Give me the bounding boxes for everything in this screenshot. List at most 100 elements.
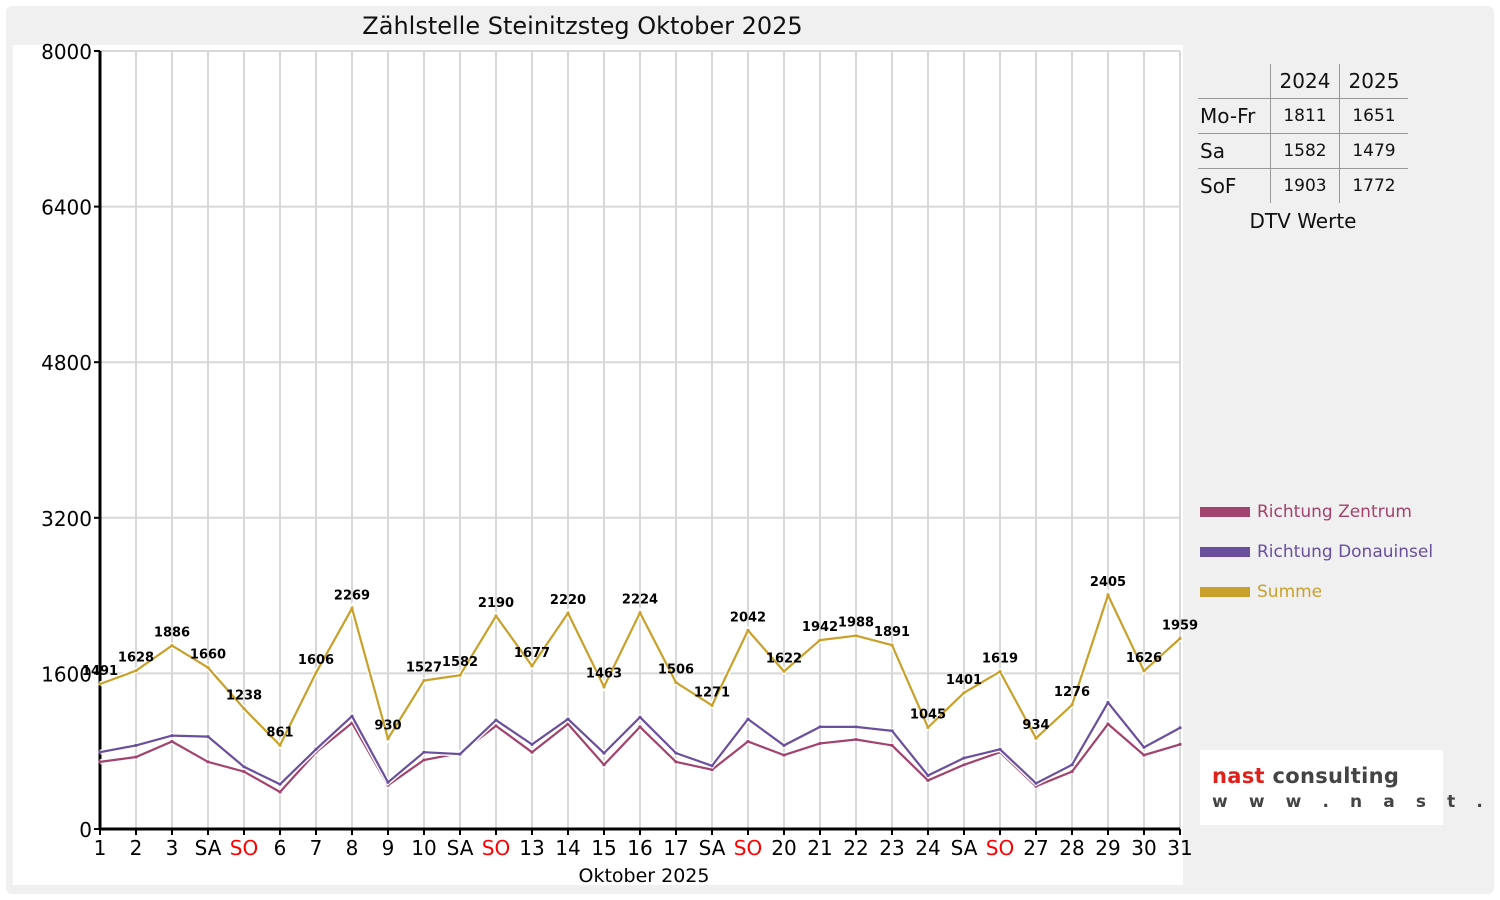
data-point <box>206 735 210 739</box>
data-point <box>926 773 930 778</box>
data-label: 1271 <box>694 685 730 700</box>
data-label: 1886 <box>154 626 190 641</box>
data-point <box>1106 701 1110 705</box>
data-point <box>602 685 606 689</box>
data-point <box>278 790 282 794</box>
x-tick-label: 27 <box>1023 836 1048 860</box>
data-point <box>710 768 714 772</box>
data-point <box>854 737 858 742</box>
x-tick-label: 20 <box>771 836 796 860</box>
x-tick-label: SO <box>734 836 762 860</box>
x-tick-label: SO <box>986 836 1014 860</box>
data-point <box>530 742 534 747</box>
x-tick-label: 21 <box>807 836 832 860</box>
logo-word-b: consulting <box>1272 764 1400 788</box>
data-point <box>278 782 282 786</box>
x-tick-label: 23 <box>879 836 904 860</box>
data-label: 2042 <box>730 610 766 625</box>
x-tick-label: 29 <box>1095 836 1120 860</box>
data-point <box>530 750 534 754</box>
data-label: 1660 <box>190 648 226 663</box>
data-point <box>926 778 930 783</box>
data-point <box>1178 636 1182 641</box>
x-tick-label: 14 <box>555 836 580 860</box>
data-point <box>1070 763 1074 767</box>
x-tick-label: SO <box>482 836 510 860</box>
data-point <box>1178 726 1182 730</box>
legend-label: Summe <box>1257 582 1323 602</box>
legend-swatch <box>1200 507 1250 517</box>
x-tick-label: 16 <box>627 836 652 860</box>
data-point <box>890 729 894 733</box>
data-point <box>98 682 102 686</box>
x-tick-label: 10 <box>411 836 436 860</box>
data-label: 2269 <box>334 588 370 603</box>
data-point <box>782 669 786 673</box>
data-point <box>494 718 498 722</box>
dtv-row-label: Sa <box>1198 133 1271 169</box>
dtv-col-2024: 2024 <box>1270 64 1340 99</box>
data-point <box>278 743 282 747</box>
data-label: 1527 <box>406 661 442 676</box>
data-point <box>638 715 642 719</box>
x-tick-label: SA <box>951 836 978 860</box>
dtv-value-2024: 1903 <box>1270 168 1340 203</box>
data-point <box>314 671 318 675</box>
data-point <box>854 634 858 638</box>
x-tick-label: SA <box>195 836 222 860</box>
data-point <box>1070 770 1074 774</box>
dtv-row-sof: SoF 1903 1772 <box>1198 168 1408 203</box>
data-point <box>170 739 174 744</box>
x-tick-label: 3 <box>166 836 179 860</box>
data-point <box>638 611 642 615</box>
dtv-corner-cell <box>1198 64 1271 99</box>
data-label: 1491 <box>82 664 118 679</box>
data-point <box>350 606 354 610</box>
y-tick-label: 6400 <box>41 196 92 220</box>
data-point <box>458 752 462 756</box>
legend-swatch <box>1200 547 1250 557</box>
dtv-table: 2024 2025 Mo-Fr 1811 1651 Sa 1582 1479 S… <box>1198 64 1408 203</box>
legend-item: Richtung Donauinsel <box>1200 532 1433 572</box>
x-tick-label: 24 <box>915 836 940 860</box>
data-point <box>1142 753 1146 757</box>
data-point <box>386 737 390 741</box>
legend-swatch <box>1200 587 1250 597</box>
data-label: 2190 <box>478 596 514 611</box>
dtv-row-mofr: Mo-Fr 1811 1651 <box>1198 98 1408 134</box>
data-point <box>170 734 174 738</box>
data-point <box>962 756 966 760</box>
logo-wordmark: nast consulting <box>1212 764 1399 788</box>
data-point <box>638 725 642 729</box>
x-tick-label: 2 <box>130 836 143 860</box>
data-point <box>422 678 426 683</box>
dtv-header-row: 2024 2025 <box>1198 64 1408 99</box>
data-point <box>494 724 498 728</box>
data-point <box>386 780 390 784</box>
x-tick-label: 30 <box>1131 836 1156 860</box>
data-point <box>1106 722 1110 726</box>
data-point <box>926 725 930 730</box>
data-point <box>674 760 678 764</box>
data-point <box>1034 736 1038 740</box>
data-point <box>134 669 138 673</box>
x-tick-label: 6 <box>274 836 287 860</box>
dtv-value-2024: 1582 <box>1270 133 1340 169</box>
data-point <box>1142 669 1146 673</box>
data-point <box>674 680 678 685</box>
data-point <box>1034 781 1038 785</box>
data-point <box>818 741 822 746</box>
x-tick-label: 9 <box>382 836 395 860</box>
y-tick-label: 4800 <box>41 351 92 375</box>
dtv-value-2025: 1772 <box>1339 168 1408 203</box>
company-logo: nast consulting w w w . n a s t . a t <box>1200 750 1500 825</box>
data-point <box>818 725 822 729</box>
data-point <box>530 664 534 668</box>
data-point <box>782 743 786 748</box>
y-tick-label: 0 <box>79 818 92 842</box>
data-label: 1463 <box>586 667 622 682</box>
dtv-row-label: Mo-Fr <box>1198 98 1271 134</box>
data-label: 1238 <box>226 689 262 704</box>
x-tick-label: 13 <box>519 836 544 860</box>
data-point <box>998 670 1002 674</box>
